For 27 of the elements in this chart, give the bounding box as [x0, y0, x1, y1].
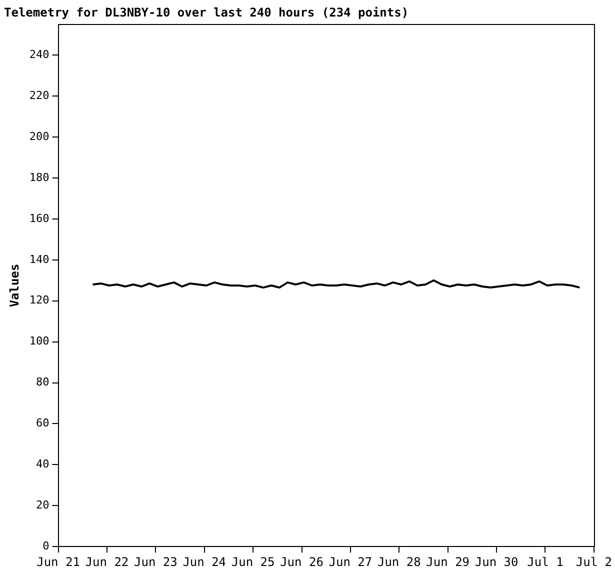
x-tick-label: Jul 1: [527, 554, 564, 569]
y-tick-label: 0: [42, 539, 50, 552]
y-tick-label: 140: [29, 252, 50, 266]
y-tick-label: 220: [29, 88, 50, 102]
x-tick-label: Jun 28: [377, 554, 421, 569]
y-tick-label: 60: [36, 416, 50, 430]
y-tick-label: 240: [29, 48, 50, 61]
y-tick-label: 20: [36, 498, 50, 512]
x-tick-label: Jun 30: [474, 554, 518, 569]
x-tick-label: Jun 21: [36, 554, 80, 569]
y-tick-label: 180: [29, 170, 50, 184]
y-tick-label: 160: [29, 212, 50, 225]
x-tick-label: Jun 25: [231, 554, 275, 569]
x-tick-label: Jul 2: [576, 554, 612, 569]
x-tick-label: Jun 27: [328, 554, 372, 569]
y-tick-label: 40: [36, 458, 50, 471]
y-axis-title: Values: [7, 264, 22, 308]
x-tick-label: Jun 23: [134, 554, 178, 569]
y-tick-label: 80: [36, 376, 50, 389]
y-tick-label: 200: [29, 130, 50, 143]
x-tick-label: Jun 29: [426, 554, 470, 569]
x-tick-label: Jun 22: [85, 554, 129, 569]
chart-title: Telemetry for DL3NBY-10 over last 240 hours (234 points): [4, 5, 409, 20]
x-tick-label: Jun 26: [280, 554, 324, 569]
y-tick-label: 120: [29, 294, 50, 307]
x-tick-label: Jun 24: [182, 554, 226, 569]
y-tick-label: 100: [29, 334, 50, 348]
